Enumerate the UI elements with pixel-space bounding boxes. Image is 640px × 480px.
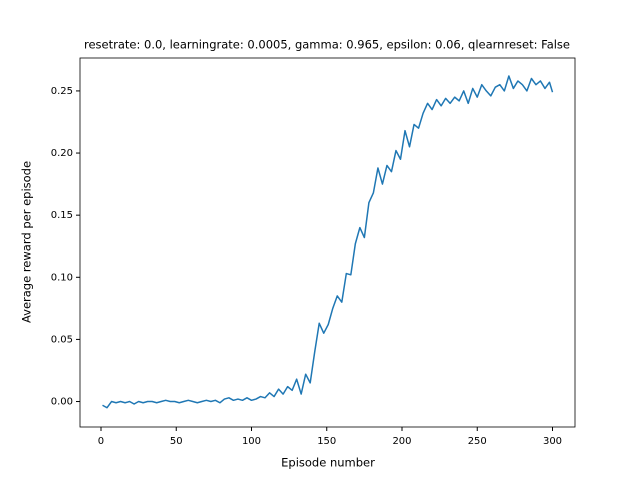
x-tick-label: 0	[98, 436, 104, 447]
x-tick-label: 50	[170, 436, 183, 447]
y-tick-label: 0.10	[51, 272, 73, 283]
x-tick-label: 300	[543, 436, 562, 447]
y-tick-label: 0.05	[51, 334, 73, 345]
y-tick-label: 0.00	[51, 397, 73, 408]
x-tick-label: 150	[317, 436, 336, 447]
y-axis-label: Average reward per episode	[20, 161, 34, 323]
x-tick-label: 250	[468, 436, 487, 447]
chart-title: resetrate: 0.0, learningrate: 0.0005, ga…	[84, 38, 570, 52]
y-tick-label: 0.20	[51, 148, 73, 159]
line	[102, 75, 554, 409]
plot-frame	[79, 57, 576, 428]
x-axis-label: Episode number	[281, 456, 375, 470]
y-tick-label: 0.15	[51, 210, 73, 221]
x-tick-label: 100	[242, 436, 261, 447]
y-tick-label: 0.25	[51, 86, 73, 97]
x-tick-label: 200	[392, 436, 411, 447]
